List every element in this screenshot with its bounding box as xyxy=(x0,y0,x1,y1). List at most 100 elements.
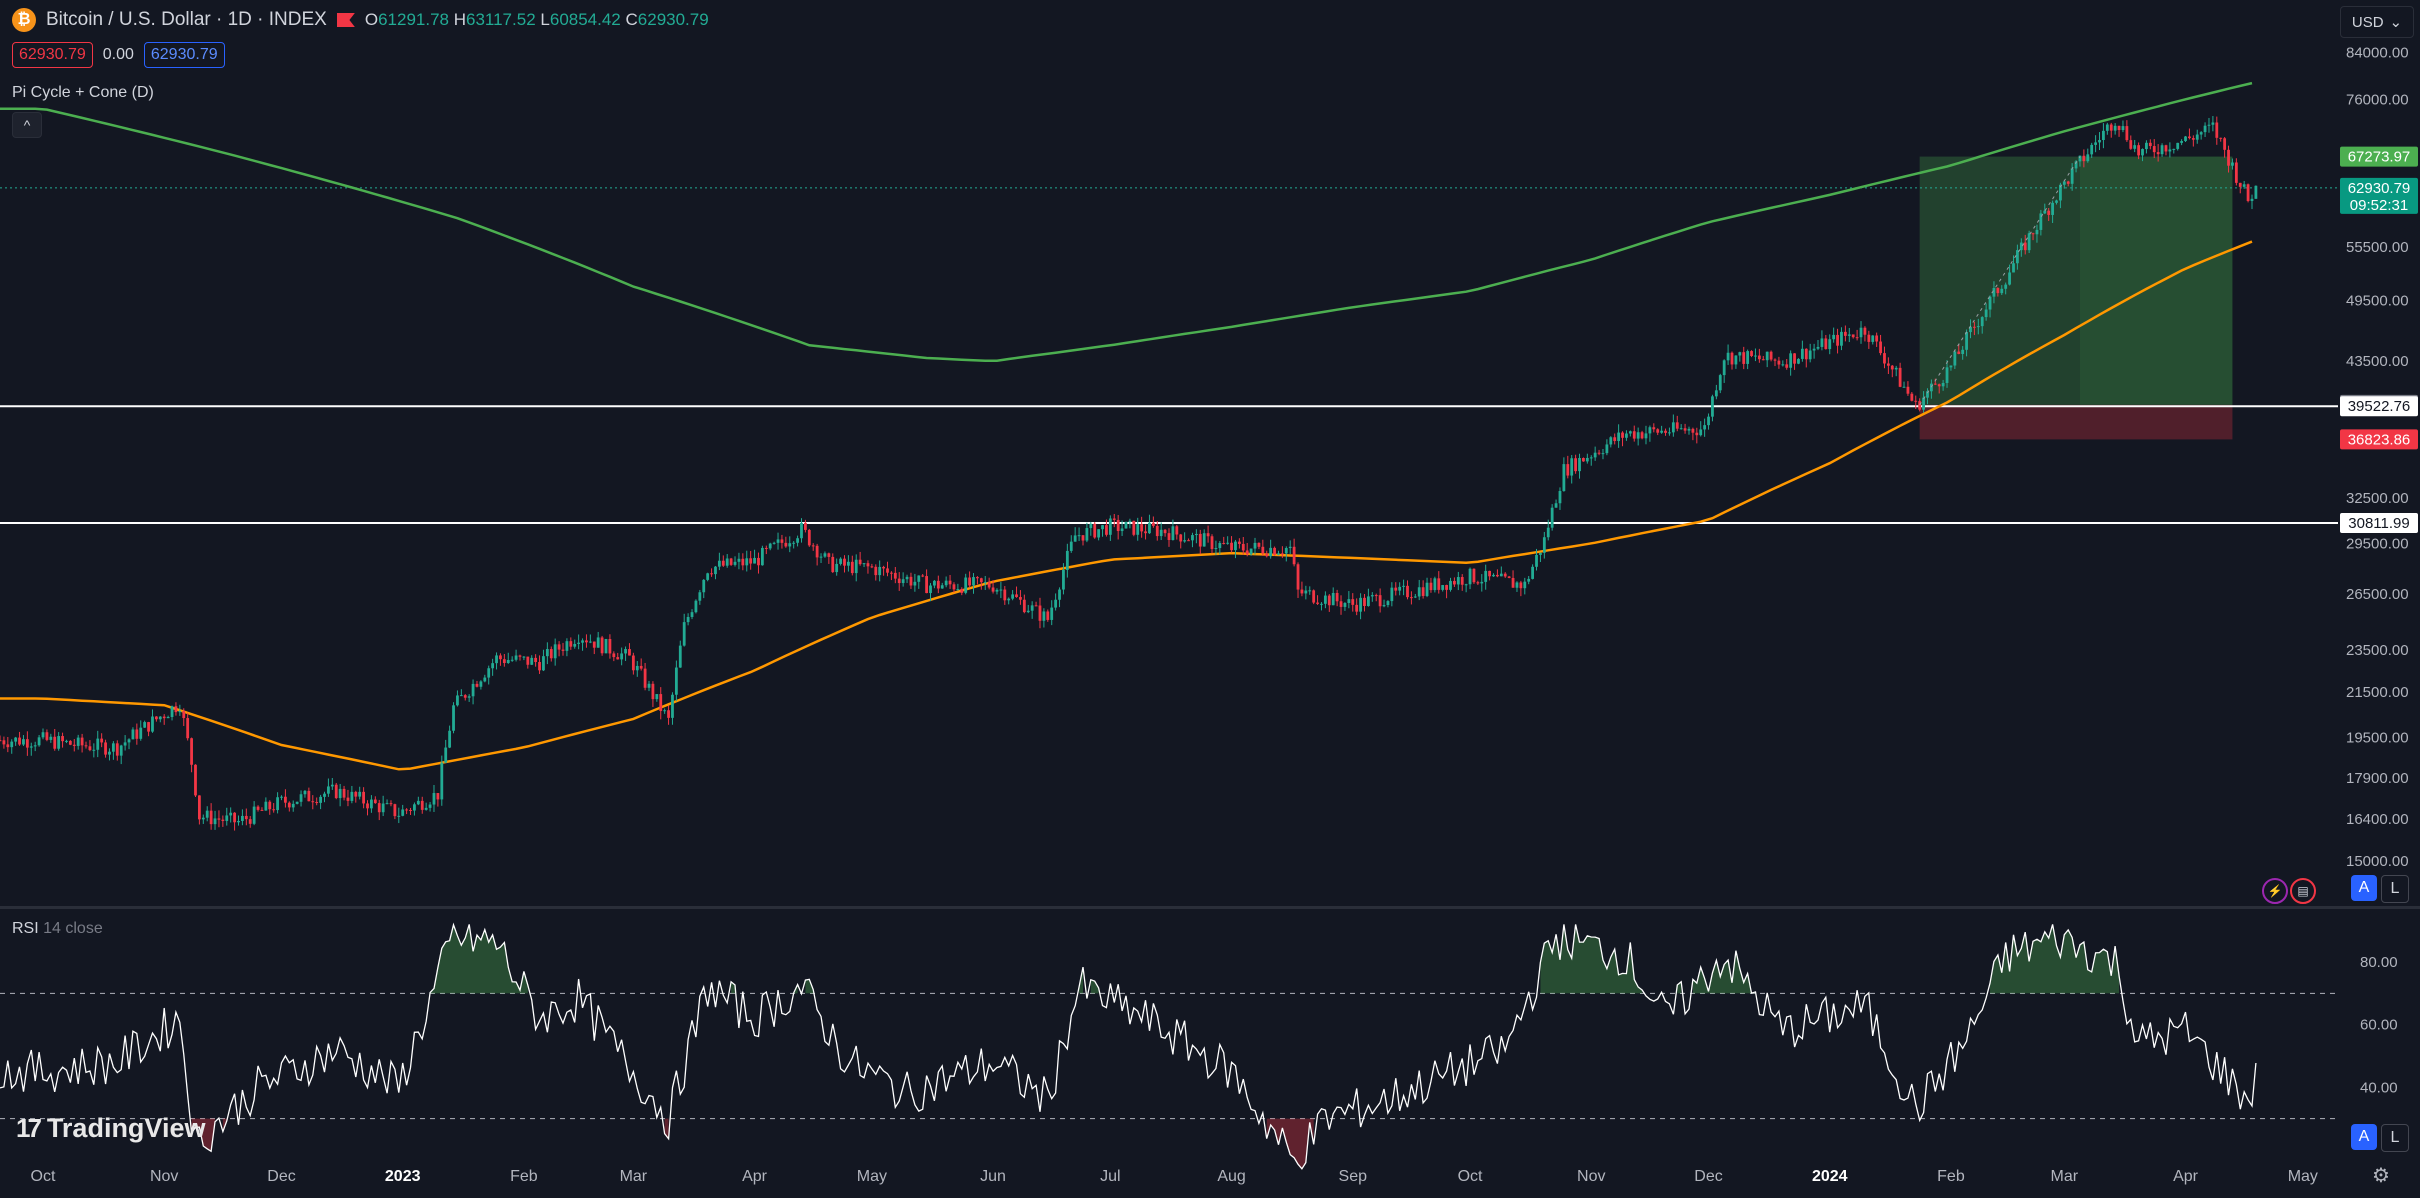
candle-body xyxy=(182,711,186,719)
candle-body xyxy=(373,799,377,804)
candle-body xyxy=(1668,432,1671,434)
candle-body xyxy=(1777,360,1781,365)
candle-body xyxy=(506,659,510,664)
candle-body xyxy=(291,803,295,808)
candle-body xyxy=(1026,610,1030,613)
rsi-line xyxy=(0,922,2257,1170)
bid-price[interactable]: 62930.79 xyxy=(12,42,93,68)
collapse-indicators-button[interactable]: ^ xyxy=(12,112,42,138)
candle-body xyxy=(68,740,72,745)
candle-body xyxy=(1464,584,1468,586)
candle-body xyxy=(272,809,276,811)
candle-body xyxy=(596,637,600,648)
candle-body xyxy=(674,667,678,695)
candle-body xyxy=(471,683,475,697)
candle-body xyxy=(788,543,792,547)
time-tick-label: Aug xyxy=(1217,1168,1245,1185)
candle-body xyxy=(917,575,921,582)
rsi-log-scale-button[interactable]: L xyxy=(2381,1124,2409,1152)
candle-body xyxy=(49,736,53,740)
price-tick: 26500.00 xyxy=(2346,586,2409,603)
price-tick: 23500.00 xyxy=(2346,642,2409,659)
time-tick-label: Feb xyxy=(510,1168,538,1185)
position-progress-zone xyxy=(2079,156,2233,405)
symbol-title[interactable]: Bitcoin / U.S. Dollar · 1D · INDEX xyxy=(46,9,327,30)
flag-icon[interactable] xyxy=(336,13,355,27)
candle-body xyxy=(936,580,940,589)
candle-body xyxy=(1691,428,1695,433)
candle-body xyxy=(448,730,452,748)
candle-body xyxy=(976,577,979,579)
price-label: 43500.00 xyxy=(2346,353,2409,370)
candle-body xyxy=(1363,597,1366,606)
candle-body xyxy=(1449,580,1452,590)
candle-body xyxy=(158,716,162,720)
candle-body xyxy=(307,790,311,802)
candle-body xyxy=(1855,337,1859,339)
log-scale-button[interactable]: L xyxy=(2381,875,2409,903)
candle-body xyxy=(260,809,264,811)
candle-body xyxy=(1965,332,1968,350)
rsi-title[interactable]: RSI 14 close xyxy=(12,920,103,937)
candle-body xyxy=(2207,124,2211,126)
time-tick-label: Nov xyxy=(1577,1168,1605,1185)
price-tick: 49500.00 xyxy=(2346,293,2409,310)
rsi-auto-scale-button[interactable]: A xyxy=(2351,1124,2377,1150)
candle-body xyxy=(624,649,627,654)
auto-scale-button[interactable]: A xyxy=(2351,875,2377,901)
candle-body xyxy=(1656,429,1660,433)
candle-body xyxy=(1398,586,1402,591)
candle-body xyxy=(1144,531,1147,534)
candle-body xyxy=(1386,601,1390,606)
candle-body xyxy=(561,649,565,651)
price-label: 16400.00 xyxy=(2346,811,2409,828)
candle-body xyxy=(854,559,858,574)
rsi-tick-label: 60.00 xyxy=(2360,1017,2398,1034)
candle-body xyxy=(1886,363,1890,366)
candle-body xyxy=(1582,457,1585,462)
ask-price[interactable]: 62930.79 xyxy=(143,42,225,68)
pane-separator xyxy=(0,906,2420,909)
candle-body xyxy=(850,561,854,574)
candle-body xyxy=(803,522,807,530)
bid-ask-row: 62930.79 0.00 62930.79 xyxy=(12,42,225,68)
candle-body xyxy=(1613,437,1617,442)
candle-body xyxy=(37,737,41,746)
candle-body xyxy=(1476,582,1480,584)
flag-us-icon[interactable]: ▤ xyxy=(2290,878,2316,904)
candle-body xyxy=(1879,341,1882,354)
candle-body xyxy=(1761,359,1765,361)
candle-body xyxy=(1969,326,1972,333)
candle-body xyxy=(1554,503,1558,508)
candle-body xyxy=(119,745,123,756)
tradingview-logo[interactable]: 17 TradingView xyxy=(16,1113,205,1144)
candle-body xyxy=(1472,568,1476,583)
candle-body xyxy=(252,806,256,824)
candle-body xyxy=(925,576,928,594)
candle-body xyxy=(964,577,968,593)
candle-body xyxy=(350,791,354,801)
candle-body xyxy=(1245,550,1249,555)
candle-body xyxy=(1542,537,1546,553)
candle-body xyxy=(205,810,209,818)
time-tick-label: May xyxy=(857,1168,887,1185)
gear-icon[interactable]: ⚙ xyxy=(2372,1165,2390,1187)
candle-body xyxy=(76,737,80,746)
price-label: 67273.97 xyxy=(2348,149,2411,166)
candle-body xyxy=(1042,611,1046,621)
candle-body xyxy=(733,561,737,565)
candle-body xyxy=(1488,570,1491,577)
candle-body xyxy=(1797,358,1800,364)
candle-body xyxy=(514,655,518,660)
candle-body xyxy=(1015,594,1018,598)
price-tick: 43500.00 xyxy=(2346,353,2409,370)
currency-selector[interactable]: USD ⌄ xyxy=(2340,6,2414,38)
series-pi-upper xyxy=(0,81,2253,363)
candle-body xyxy=(1914,400,1918,402)
indicator-title[interactable]: Pi Cycle + Cone (D) xyxy=(12,84,154,101)
lightning-icon[interactable]: ⚡ xyxy=(2262,878,2288,904)
candle-body xyxy=(1961,349,1965,354)
rsi-zone-fill xyxy=(805,979,814,994)
candle-body xyxy=(706,573,710,580)
